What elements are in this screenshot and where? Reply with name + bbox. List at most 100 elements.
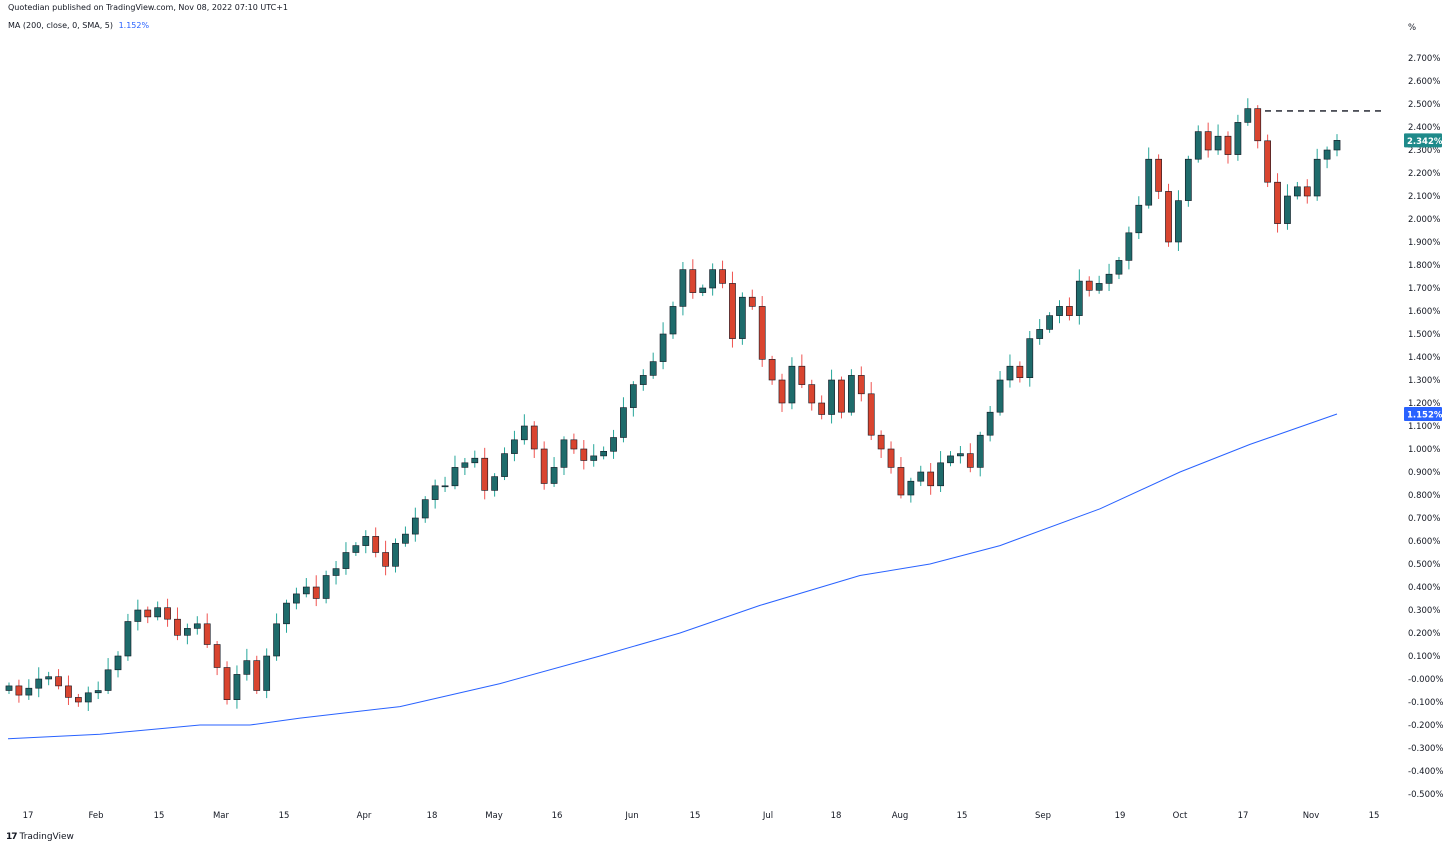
candle-body bbox=[263, 655, 271, 691]
y-tick-label: 2.500% bbox=[1408, 100, 1440, 110]
candle-body bbox=[1016, 365, 1024, 379]
candle-body bbox=[25, 687, 33, 696]
candle-body bbox=[887, 448, 895, 468]
ma-indicator-value: 1.152% bbox=[118, 21, 150, 30]
y-tick-label: 1.000% bbox=[1408, 445, 1440, 455]
candle-body bbox=[966, 453, 974, 468]
candle-body bbox=[580, 448, 588, 461]
tradingview-footer[interactable]: 𝟭𝟳 TradingView bbox=[6, 832, 74, 842]
candle-body bbox=[788, 365, 796, 404]
candle-body bbox=[1155, 158, 1162, 192]
y-tick-label: 1.400% bbox=[1408, 353, 1440, 363]
candle-body bbox=[560, 439, 568, 468]
candle-body bbox=[1056, 306, 1063, 316]
y-tick-label: 2.100% bbox=[1408, 192, 1440, 202]
candle-body bbox=[1115, 260, 1123, 275]
candle-body bbox=[1274, 181, 1281, 224]
candle-body bbox=[1095, 283, 1103, 291]
candle-body bbox=[867, 393, 875, 436]
y-tick-label: 0.900% bbox=[1408, 468, 1440, 478]
y-tick-label: -0.000% bbox=[1408, 675, 1443, 685]
candle-body bbox=[1165, 191, 1172, 243]
candle-body bbox=[947, 455, 954, 464]
candle-body bbox=[312, 586, 320, 599]
candle-body bbox=[273, 623, 280, 657]
candle-body bbox=[629, 384, 637, 408]
y-tick-label: -0.300% bbox=[1408, 744, 1443, 754]
candle-body bbox=[184, 628, 191, 636]
candle-body bbox=[669, 306, 677, 335]
candle-body bbox=[302, 586, 310, 595]
candle-body bbox=[461, 462, 469, 468]
y-tick-label: 2.600% bbox=[1408, 77, 1440, 87]
candle-body bbox=[828, 379, 835, 415]
y-tick-label: 1.800% bbox=[1408, 261, 1440, 271]
x-tick-label: Oct bbox=[1173, 811, 1188, 821]
x-tick-label: 15 bbox=[1369, 811, 1380, 821]
candle-body bbox=[193, 623, 201, 629]
candle-body bbox=[679, 269, 687, 307]
candle-body bbox=[1026, 338, 1034, 379]
y-tick-label: 0.400% bbox=[1408, 583, 1440, 593]
candle-body bbox=[283, 602, 290, 625]
candle-body bbox=[372, 536, 380, 553]
candle-body bbox=[709, 269, 717, 289]
x-tick-label: Feb bbox=[88, 811, 103, 821]
candle-body bbox=[362, 536, 370, 546]
tradingview-logo-icon: 𝟭𝟳 bbox=[6, 832, 17, 842]
candle-body bbox=[1313, 158, 1321, 197]
candle-body bbox=[402, 533, 409, 544]
y-tick-label: 1.900% bbox=[1408, 238, 1440, 248]
candle-body bbox=[1085, 280, 1093, 291]
x-tick-label: 15 bbox=[154, 811, 165, 821]
candle-body bbox=[1333, 140, 1341, 151]
x-tick-label: Jul bbox=[762, 811, 773, 821]
candle-body bbox=[1284, 195, 1291, 224]
ma-indicator-legend[interactable]: MA (200, close, 0, SMA, 5) 1.152% bbox=[8, 21, 149, 30]
y-tick-label: 2.700% bbox=[1408, 54, 1440, 64]
candle-body bbox=[1264, 140, 1271, 183]
candle-body bbox=[729, 283, 736, 339]
candle-body bbox=[610, 437, 617, 452]
y-tick-label: 2.200% bbox=[1408, 169, 1440, 179]
ma-price-tag-bg bbox=[1404, 407, 1442, 422]
y-tick-label: 1.500% bbox=[1408, 330, 1440, 340]
candles-layer bbox=[5, 98, 1341, 711]
candle-body bbox=[1204, 131, 1212, 151]
y-axis[interactable]: 2.700% 2.600% 2.500% 2.400% 2.300% 2.200% 2.10… bbox=[1408, 54, 1443, 800]
x-tick-label: Aug bbox=[892, 811, 909, 821]
candle-body bbox=[164, 607, 171, 620]
y-tick-label: 0.500% bbox=[1408, 560, 1440, 570]
candle-body bbox=[857, 375, 865, 395]
candle-body bbox=[927, 471, 935, 487]
candle-body bbox=[897, 467, 905, 496]
candle-body bbox=[114, 655, 122, 671]
candle-body bbox=[243, 660, 251, 675]
candle-body bbox=[1125, 232, 1133, 261]
candle-body bbox=[818, 402, 826, 415]
candle-body bbox=[540, 448, 548, 484]
y-tick-label: 1.100% bbox=[1408, 422, 1440, 432]
publisher-header: Quotedian published on TradingView.com, … bbox=[8, 3, 288, 12]
x-tick-label: Jun bbox=[624, 811, 638, 821]
y-tick-label: 0.100% bbox=[1408, 652, 1440, 662]
candle-body bbox=[570, 439, 578, 450]
ma-indicator-label: MA (200, close, 0, SMA, 5) bbox=[8, 21, 114, 30]
x-tick-label: Apr bbox=[357, 811, 372, 821]
x-tick-label: May bbox=[485, 811, 503, 821]
y-tick-label: -0.400% bbox=[1408, 767, 1443, 777]
candle-body bbox=[996, 379, 1004, 413]
candle-body bbox=[1303, 186, 1311, 197]
x-axis[interactable]: 17 Feb 15 Mar 15 Apr 18 May 16 Jun 15 Jul 18 Aug 15 Sep… bbox=[23, 811, 1380, 821]
y-tick-label: 2.000% bbox=[1408, 215, 1440, 225]
candle-body bbox=[917, 471, 925, 482]
candle-body bbox=[937, 462, 944, 487]
candle-body bbox=[431, 485, 439, 500]
candle-body bbox=[421, 499, 429, 519]
candle-body bbox=[639, 375, 647, 385]
candle-body bbox=[520, 425, 528, 441]
x-tick-label: Mar bbox=[213, 811, 230, 821]
x-tick-label: 17 bbox=[23, 811, 34, 821]
candle-body bbox=[322, 575, 330, 599]
